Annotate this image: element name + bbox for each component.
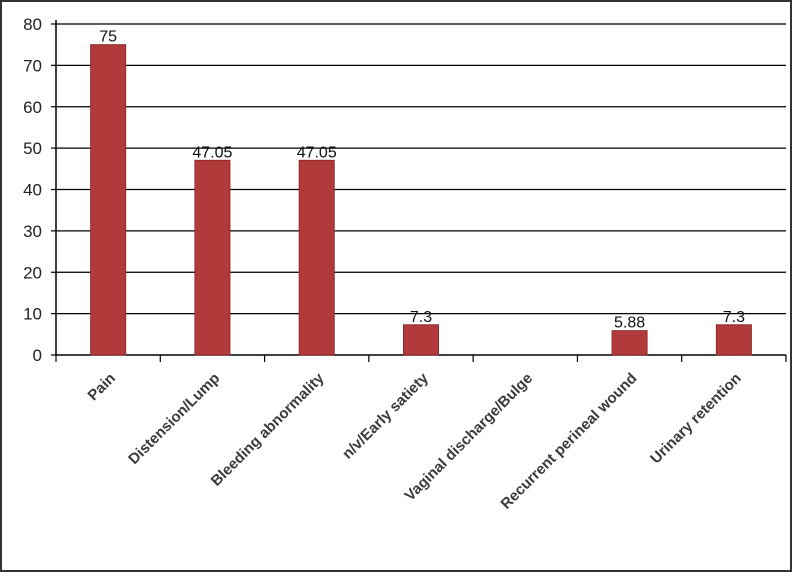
y-tick-label: 30 bbox=[23, 222, 42, 241]
bar-0 bbox=[90, 44, 127, 356]
y-tick-label: 80 bbox=[23, 15, 42, 34]
bar-5 bbox=[611, 330, 648, 356]
y-tick-label: 20 bbox=[23, 263, 42, 282]
bar-1 bbox=[194, 159, 231, 356]
data-label: 47.05 bbox=[297, 144, 337, 161]
data-label: 75 bbox=[99, 29, 117, 46]
data-label: 7.3 bbox=[723, 309, 745, 326]
bars bbox=[90, 44, 752, 356]
bar-3 bbox=[403, 324, 439, 356]
y-tick-label: 10 bbox=[23, 305, 42, 324]
y-tick-label: 50 bbox=[23, 139, 42, 158]
gridlines bbox=[56, 23, 786, 315]
y-tick-label: 70 bbox=[23, 56, 42, 75]
y-tick-label: 0 bbox=[33, 346, 42, 365]
bar-6 bbox=[715, 324, 752, 356]
data-label: 47.05 bbox=[192, 144, 232, 161]
y-tick-labels: 0 10 20 30 40 50 60 70 80 bbox=[23, 15, 42, 365]
data-labels: 75 47.05 47.05 7.3 5.88 7.3 bbox=[99, 29, 745, 332]
data-label: 7.3 bbox=[410, 309, 432, 326]
data-label: 5.88 bbox=[614, 315, 645, 332]
y-tick-label: 40 bbox=[23, 181, 42, 200]
bar-2 bbox=[298, 159, 335, 356]
y-tick-label: 60 bbox=[23, 98, 42, 117]
